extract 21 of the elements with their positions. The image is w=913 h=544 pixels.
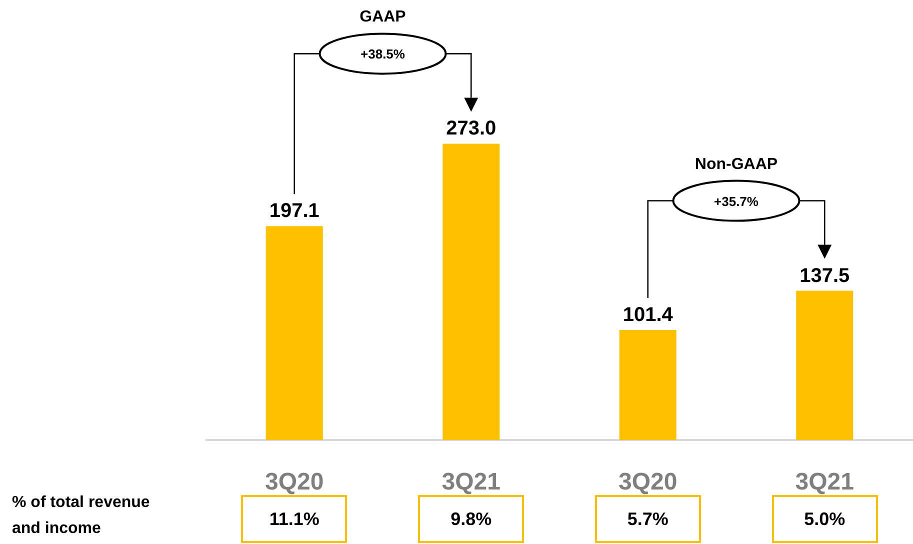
text: +38.5%	[360, 46, 406, 62]
data-label: 101.4	[622, 304, 674, 326]
bar	[266, 226, 323, 440]
text: GAAP	[360, 8, 406, 26]
data-label: 197.1	[269, 200, 320, 222]
bar	[442, 144, 500, 440]
x-tick-label: 3Q21	[442, 468, 500, 496]
annotation: Non-GAAP	[694, 156, 778, 173]
data-label: 273.0	[446, 118, 496, 140]
annotation: +35.7%	[714, 194, 759, 209]
table-cell-box: 11.1%	[241, 495, 348, 543]
x-tick-label: 3Q20	[618, 468, 678, 496]
table-cell-box: 5.7%	[594, 495, 701, 543]
bar	[619, 330, 676, 440]
table-cell-box: 9.8%	[418, 495, 524, 543]
data-label: 137.5	[800, 264, 850, 287]
x-tick-label: 3Q21	[795, 468, 854, 496]
table-cell-box: 5.0%	[772, 495, 878, 543]
bar	[796, 290, 854, 440]
x-tick-label: 3Q20	[265, 468, 324, 496]
text: % of total revenue and income	[12, 493, 151, 539]
